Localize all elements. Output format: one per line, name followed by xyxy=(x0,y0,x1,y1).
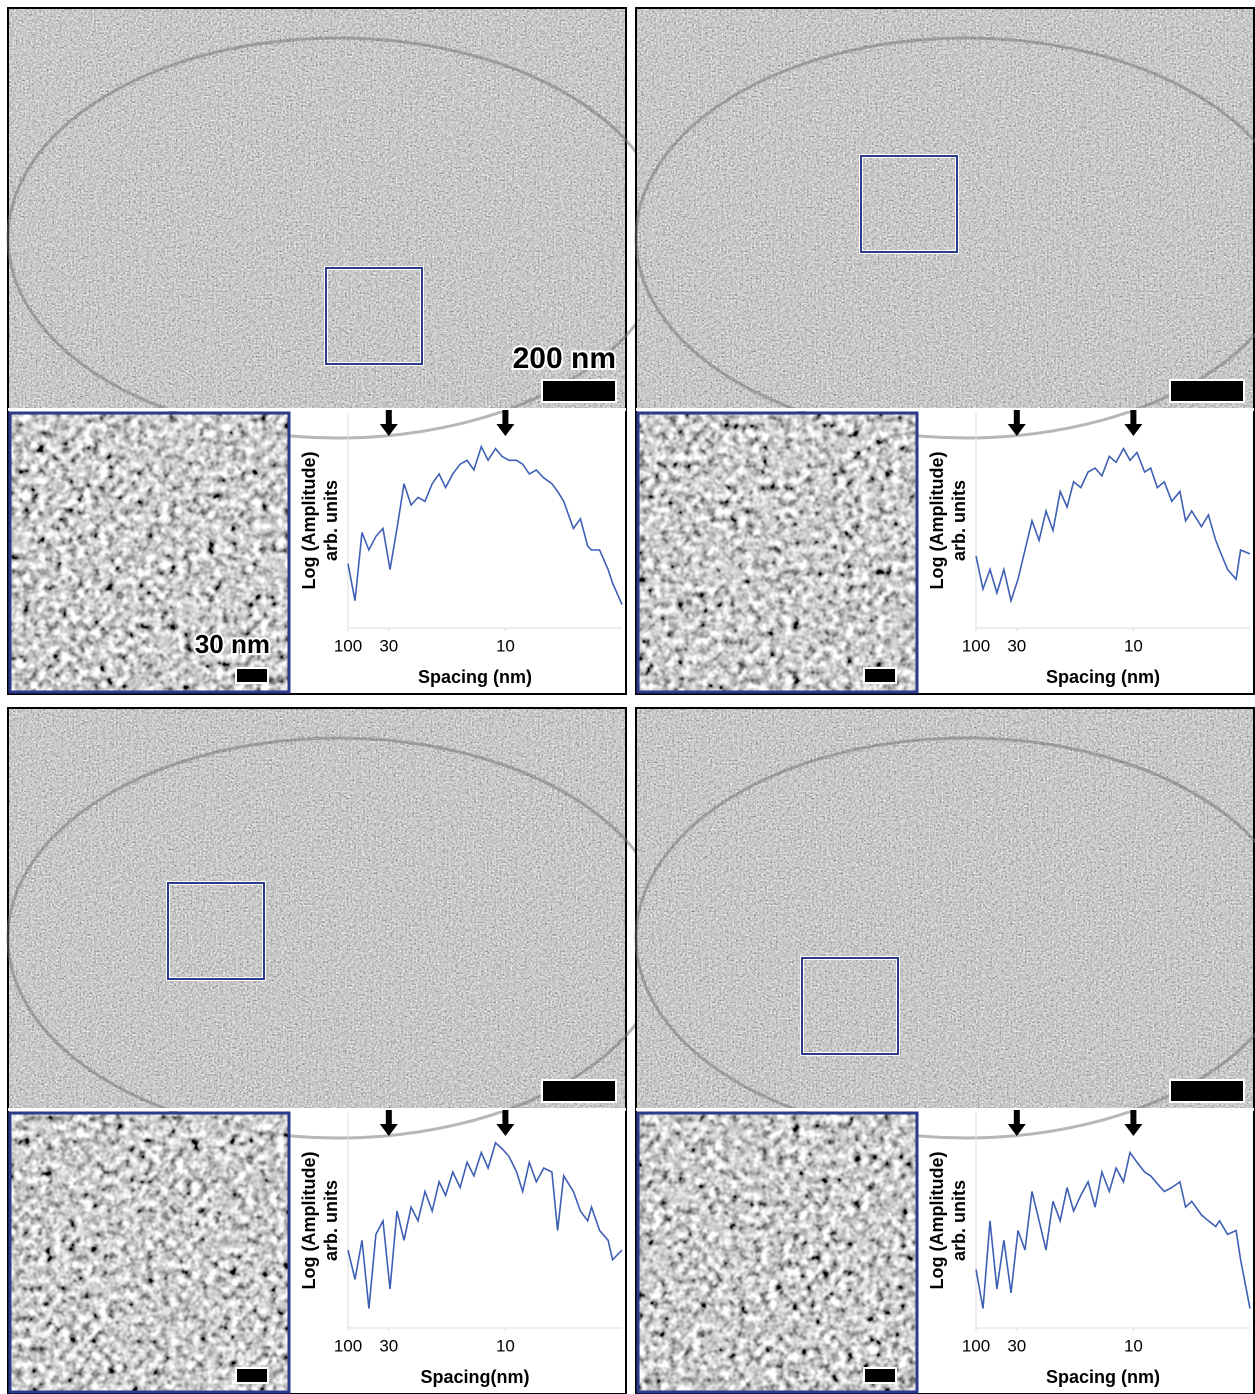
y-axis-label: arb. units xyxy=(949,480,969,561)
scale-bar xyxy=(1169,379,1245,403)
tomogram xyxy=(9,9,625,408)
roi-box xyxy=(801,957,899,1055)
data-line xyxy=(975,1150,1251,1309)
roi-box xyxy=(325,267,423,365)
scale-bar xyxy=(541,1079,617,1103)
arrow xyxy=(1007,410,1026,436)
x-tick-label: 10 xyxy=(1124,636,1143,655)
inset-scale-bar xyxy=(235,1367,269,1384)
y-axis-label: arb. units xyxy=(321,480,341,561)
tomogram-edge xyxy=(8,1108,626,1111)
inset-image xyxy=(638,1113,917,1392)
x-tick-label: 100 xyxy=(962,636,990,655)
arrow xyxy=(496,1110,515,1136)
inset-frame xyxy=(636,411,919,694)
x-tick-label: 30 xyxy=(379,636,398,655)
x-tick-label: 10 xyxy=(496,636,515,655)
x-tick-label: 100 xyxy=(334,1336,362,1355)
y-axis-label: Log (Amplitude) xyxy=(299,452,319,590)
scale-bar xyxy=(541,379,617,403)
inset-image xyxy=(10,413,289,692)
scale-bar-label: 200 nm xyxy=(513,342,616,375)
chart-panel: 100 30 10 Spacing (nm) Log (Amplitude) arb. u… xyxy=(927,1110,1251,1387)
data-line xyxy=(347,1141,623,1309)
x-axis-label: Spacing(nm) xyxy=(420,1367,529,1387)
inset-frame xyxy=(8,1111,291,1394)
data-line xyxy=(347,444,623,605)
roi-box xyxy=(167,882,265,980)
x-axis-label: Spacing (nm) xyxy=(1046,667,1160,687)
x-tick-label: 10 xyxy=(1124,1336,1143,1355)
tomogram xyxy=(637,709,1253,1108)
tomogram-edge xyxy=(636,1108,1254,1111)
tomogram-edge xyxy=(636,408,1254,411)
data-line xyxy=(975,446,1251,604)
y-axis-label: arb. units xyxy=(949,1180,969,1261)
y-axis-label: Log (Amplitude) xyxy=(927,452,947,590)
x-axis-label: Spacing (nm) xyxy=(418,667,532,687)
arrow xyxy=(496,410,515,436)
inset-scale-bar xyxy=(863,667,897,684)
arrow xyxy=(1007,1110,1026,1136)
cell-membrane xyxy=(634,36,1255,440)
chart-panel: 100 30 10 Spacing(nm) Log (Amplitude) arb. un… xyxy=(299,1110,623,1387)
arrow xyxy=(1124,410,1143,436)
x-tick-label: 10 xyxy=(496,1336,515,1355)
inset-scale-bar xyxy=(863,1367,897,1384)
x-tick-label: 100 xyxy=(962,1336,990,1355)
cell-membrane xyxy=(634,736,1255,1140)
y-axis-label: Log (Amplitude) xyxy=(299,1152,319,1290)
inset-frame xyxy=(8,411,291,694)
inset-scale-bar xyxy=(235,667,269,684)
y-axis-label: arb. units xyxy=(321,1180,341,1261)
x-tick-label: 30 xyxy=(1007,1336,1026,1355)
arrow xyxy=(379,410,398,436)
inset-image xyxy=(638,413,917,692)
y-axis-label: Log (Amplitude) xyxy=(927,1152,947,1290)
arrow xyxy=(1124,1110,1143,1136)
roi-box xyxy=(860,155,958,253)
x-axis-label: Spacing (nm) xyxy=(1046,1367,1160,1387)
tomogram-edge xyxy=(8,408,626,411)
chart-panel: 100 30 10 Spacing (nm) Log (Amplitude) arb. u… xyxy=(927,410,1251,687)
x-tick-label: 30 xyxy=(1007,636,1026,655)
scale-bar xyxy=(1169,1079,1245,1103)
x-tick-label: 30 xyxy=(379,1336,398,1355)
chart-panel: 100 30 10 Spacing (nm) Log (Amplitude) arb. u… xyxy=(299,410,623,687)
x-tick-label: 100 xyxy=(334,636,362,655)
tomogram xyxy=(637,9,1253,408)
arrow xyxy=(379,1110,398,1136)
inset-image xyxy=(10,1113,289,1392)
inset-frame xyxy=(636,1111,919,1394)
inset-scale-bar-label: 30 nm xyxy=(195,629,270,659)
tomogram xyxy=(9,709,625,1108)
